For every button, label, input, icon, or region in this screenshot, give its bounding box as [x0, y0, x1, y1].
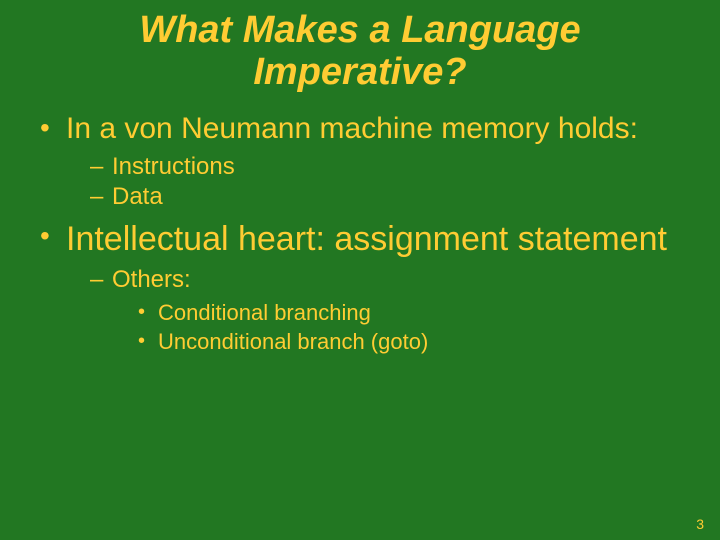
bullet-1-2: Data	[90, 182, 690, 212]
bullet-2: Intellectual heart: assignment statement…	[40, 220, 690, 356]
bullet-1-1: Instructions	[90, 152, 690, 182]
bullet-2-1: Others: Conditional branching Unconditio…	[90, 265, 690, 356]
bullet-2-1-1: Conditional branching	[138, 299, 690, 328]
bullet-2-1-text: Others:	[112, 266, 191, 293]
bullet-1: In a von Neumann machine memory holds: I…	[40, 112, 690, 213]
bullet-2-1-sublist: Conditional branching Unconditional bran…	[112, 299, 690, 356]
bullet-2-sublist: Others: Conditional branching Unconditio…	[66, 265, 690, 356]
title-line1: What Makes a Language	[139, 9, 580, 51]
page-number: 3	[696, 516, 704, 532]
title-line2: Imperative?	[253, 51, 466, 93]
bullet-list: In a von Neumann machine memory holds: I…	[30, 112, 690, 357]
slide: What Makes a Language Imperative? In a v…	[0, 0, 720, 540]
bullet-2-text: Intellectual heart: assignment statement	[66, 220, 667, 258]
bullet-2-1-2: Unconditional branch (goto)	[138, 328, 690, 357]
bullet-1-sublist: Instructions Data	[66, 152, 690, 212]
bullet-1-text: In a von Neumann machine memory holds:	[66, 112, 638, 145]
slide-title: What Makes a Language Imperative?	[30, 10, 690, 94]
